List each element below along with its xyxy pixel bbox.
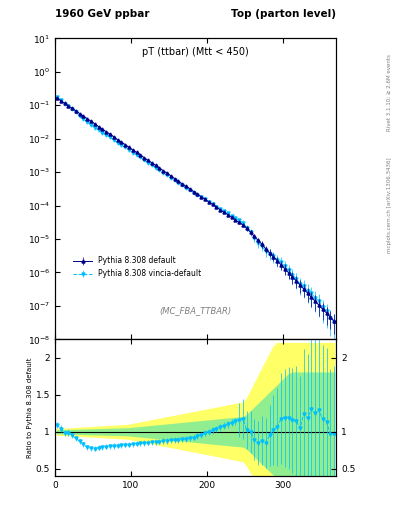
Text: mcplots.cern.ch [arXiv:1306.3436]: mcplots.cern.ch [arXiv:1306.3436] <box>387 157 392 252</box>
Text: Top (parton level): Top (parton level) <box>231 9 336 19</box>
Text: (MC_FBA_TTBAR): (MC_FBA_TTBAR) <box>160 306 231 315</box>
Text: Rivet 3.1.10; ≥ 2.6M events: Rivet 3.1.10; ≥ 2.6M events <box>387 54 392 131</box>
Legend: Pythia 8.308 default, Pythia 8.308 vincia-default: Pythia 8.308 default, Pythia 8.308 vinci… <box>70 253 205 282</box>
Y-axis label: Ratio to Pythia 8.308 default: Ratio to Pythia 8.308 default <box>27 357 33 458</box>
Text: pT (ttbar) (Mtt < 450): pT (ttbar) (Mtt < 450) <box>142 48 249 57</box>
Text: 1960 GeV ppbar: 1960 GeV ppbar <box>55 9 149 19</box>
